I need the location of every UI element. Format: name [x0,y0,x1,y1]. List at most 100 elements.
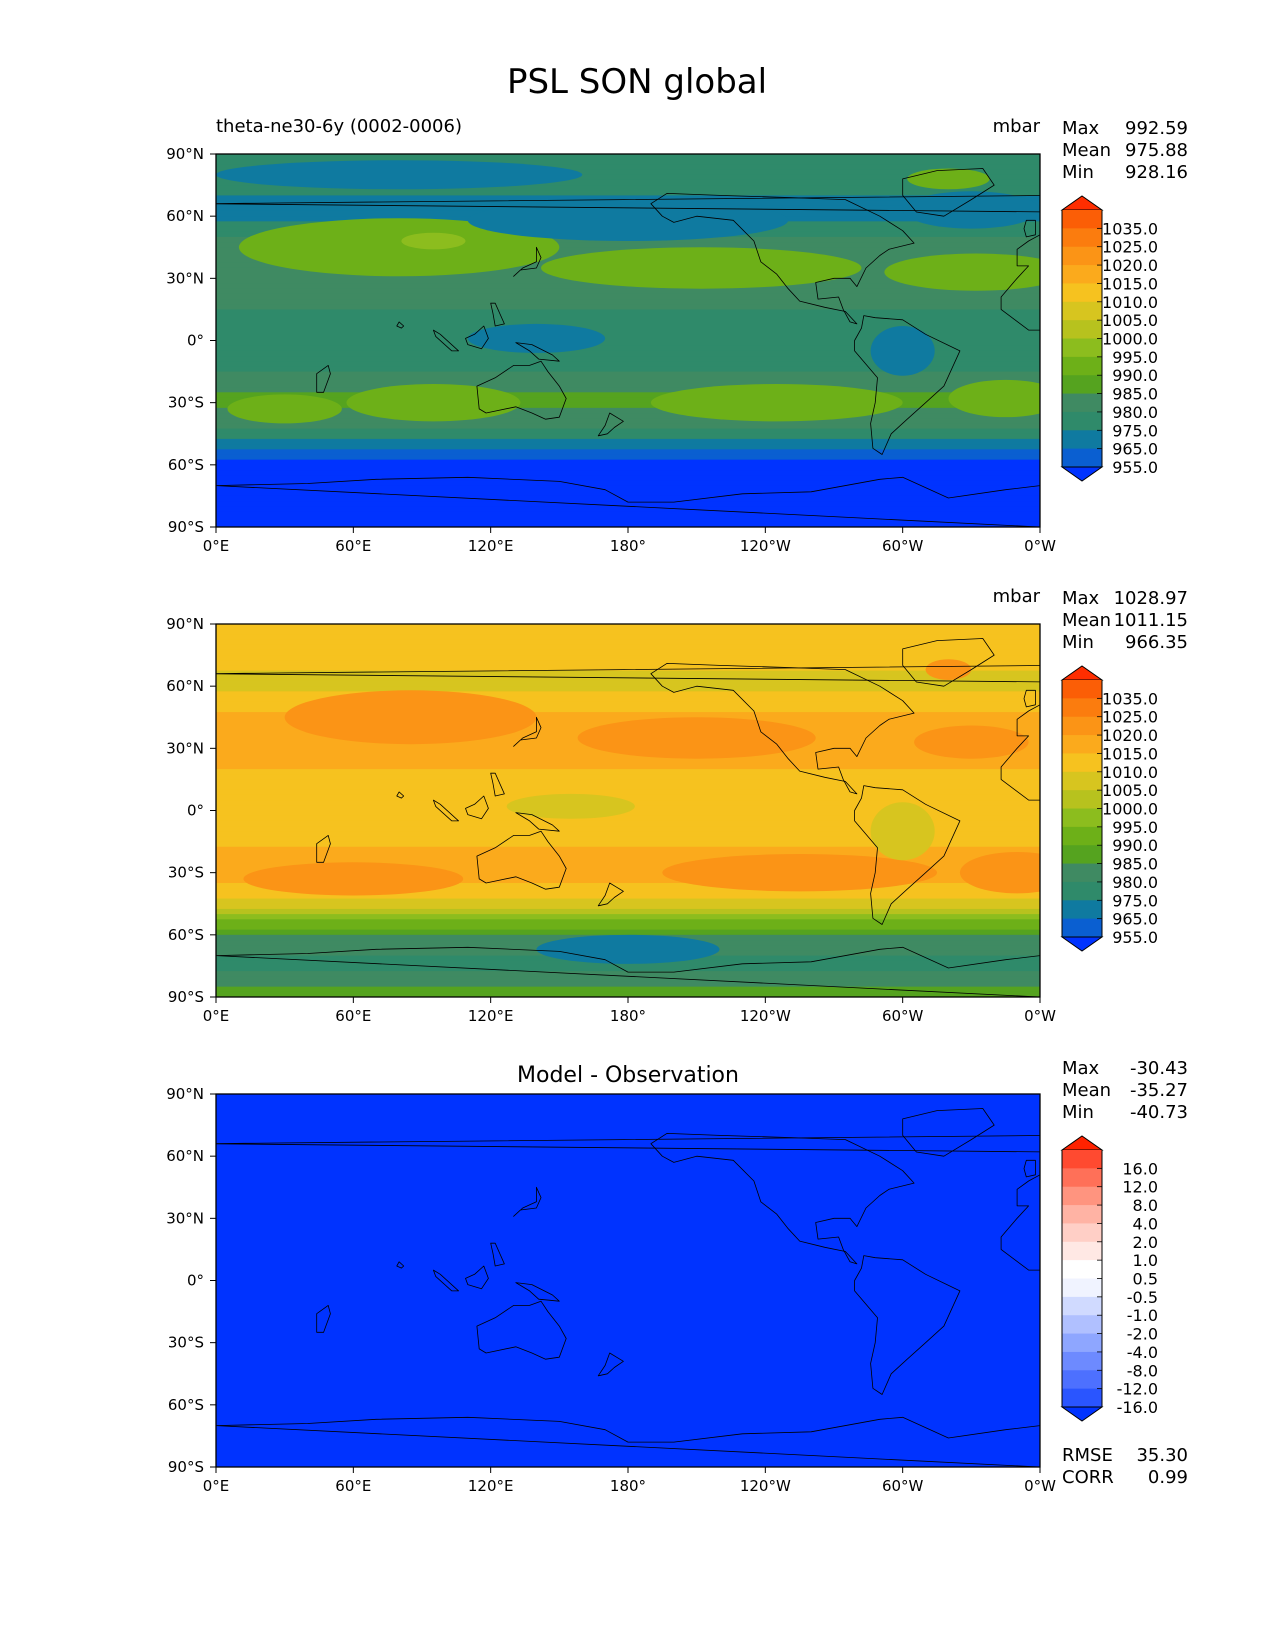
greenland-high [907,168,990,190]
colorbar-label: 985.0 [1112,385,1158,404]
colorbar-segment [1062,1370,1102,1390]
greenland-high [925,659,972,680]
coastline-britain [1023,219,1036,238]
psl-band [216,397,1040,404]
x-tick-label: 120°E [468,1477,514,1495]
colorbar: 16.012.08.04.02.01.00.5-0.5-1.0-2.0-4.0-… [1060,1135,1158,1422]
colorbar-label: -4.0 [1127,1343,1158,1362]
y-tick-label: 30°S [168,1334,204,1352]
x-tick-label: 0°W [1024,537,1056,555]
colorbar-segment [1062,1296,1102,1316]
psl-band [216,763,1040,770]
colorbar-label: -12.0 [1117,1380,1158,1399]
y-tick-label: 90°S [168,988,204,1006]
colorbar-segment [1062,863,1102,883]
psl-band [216,639,1040,646]
colorbar-label: 1015.0 [1102,274,1158,293]
coastline-japan [513,246,542,277]
colorbar-label: 1005.0 [1102,311,1158,330]
coastline-new-guinea [515,1282,560,1302]
psl-band [216,649,1040,656]
sh-high-ind [243,862,464,896]
colorbar: 1035.01025.01020.01015.01010.01005.01000… [1060,195,1158,482]
coastline-sri-lanka [396,791,405,799]
psl-band [216,470,1040,476]
colorbar-segment [1062,356,1102,376]
psl-band [216,634,1040,641]
coastline-sumatra [433,1269,459,1292]
x-tick-label: 120°W [740,537,791,555]
psl-band [216,159,1040,165]
psl-band [216,438,1040,445]
colorbar-segment [1062,735,1102,754]
coastline-south-america [854,1255,961,1395]
colorbar-segment [1062,1205,1102,1224]
colorbar-segment [1062,1315,1102,1335]
pacific-high [541,247,862,289]
psl-band [216,820,1040,827]
colorbar-segment [1062,808,1102,828]
psl-band [216,304,1040,311]
coastline-antarctica [216,476,1040,527]
colorbar-segment [1062,1278,1102,1298]
psl-band [216,924,1040,931]
psl-band [216,361,1040,368]
psl-band [216,521,1040,527]
map-panel-2: 0°E 60°E 120°E 180° 120°W 60°W 0°W 90°N 60°N 30°N… [166,586,1188,1025]
psl-band [216,485,1040,492]
stat-label-max: Max [1062,1058,1100,1079]
colorbar-segment [1062,448,1102,468]
stat-label-corr: CORR [1062,1467,1114,1488]
psl-band [216,831,1040,838]
colorbar-segment [1062,900,1102,920]
stat-label-min: Min [1062,632,1094,653]
psl-band [216,164,1040,171]
psl-band [216,981,1040,988]
psl-band [216,965,1040,972]
colorbar-label: 1010.0 [1102,763,1158,782]
psl-band [216,387,1040,393]
coastline-britain [1023,1159,1036,1178]
coastline-borneo [465,1265,489,1290]
colorbar-segment [1062,826,1102,846]
psl-band [216,356,1040,362]
colorbar-segment [1062,680,1102,699]
colorbar-segment [1062,301,1102,321]
coastline-britain [1023,689,1036,708]
psl-band [216,784,1040,791]
psl-band [216,986,1040,993]
stat-label-min: Min [1062,162,1094,183]
coastline-greenland [902,168,995,217]
colorbar-segment [1062,393,1102,413]
psl-band [216,753,1040,760]
psl-band [216,283,1040,290]
x-tick-label: 0°W [1024,1007,1056,1025]
x-tick-label: 60°W [882,537,924,555]
psl-band [216,179,1040,186]
x-tick-label: 0°W [1024,1477,1056,1495]
psl-band [216,758,1040,765]
psl-band [216,174,1040,181]
psl-band [216,475,1040,481]
psl-band [216,413,1040,419]
panel-units: mbar [993,116,1041,137]
stat-value-mean: 975.88 [1125,140,1188,161]
coastline-north-america [650,663,915,795]
psl-band [216,893,1040,900]
coastline-new-zealand [597,882,624,907]
psl-band [216,288,1040,295]
psl-band [216,929,1040,936]
psl-band [216,464,1040,471]
colorbar-label: 1025.0 [1102,238,1158,257]
psl-band [216,670,1040,677]
stat-value-mean: 1011.15 [1114,610,1188,631]
coastline-australia [476,830,567,890]
map-field [216,624,1040,997]
y-tick-label: 60°N [166,677,204,695]
azores-high [914,725,1029,759]
psl-band [216,428,1040,435]
y-tick-label: 30°S [168,864,204,882]
psl-band [216,706,1040,713]
ross-low [536,934,720,964]
psl-band [216,345,1040,352]
